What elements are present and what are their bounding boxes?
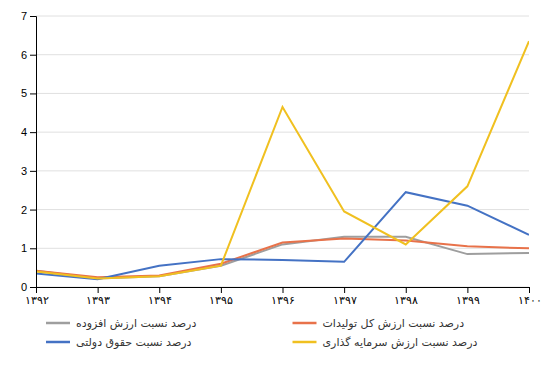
x-tick-label: ۱۴۰۰	[518, 294, 542, 306]
grid-line	[36, 93, 529, 94]
y-tick: 2	[21, 204, 36, 216]
x-tick: ۱۳۹۴	[148, 287, 172, 306]
x-tick-mark	[529, 287, 530, 293]
legend-swatch	[293, 322, 317, 325]
y-tick: 7	[21, 10, 36, 22]
x-tick: ۱۴۰۰	[518, 287, 542, 306]
grid-line	[36, 16, 529, 17]
y-tick-label: 3	[21, 165, 27, 177]
x-axis: ۱۳۹۲ ۱۳۹۳ ۱۳۹۴ ۱۳۹۵ ۱۳۹۶ ۱۳۹۷ ۱۳۹۸ ۱۳۹۹ ۱۴۰۰	[25, 287, 542, 306]
y-tick-label: 6	[21, 49, 27, 61]
legend-item: درصد نسبت ارزش سرمایه گذاری	[293, 336, 478, 349]
y-tick: 1	[21, 242, 36, 254]
y-tick: 5	[21, 87, 36, 99]
legend-swatch	[46, 322, 70, 325]
y-tick-label: 0	[21, 281, 27, 293]
x-tick-label: ۱۳۹۳	[86, 294, 110, 306]
x-tick-mark	[159, 287, 160, 293]
x-tick-label: ۱۳۹۷	[333, 294, 357, 306]
x-tick-label: ۱۳۹۵	[209, 294, 233, 306]
x-tick-mark	[98, 287, 99, 293]
legend: درصد نسبت ارزش افزوده درصد نسبت ارزش کل ت…	[46, 317, 477, 349]
grid-line	[36, 170, 529, 171]
legend-item: درصد نسبت حقوق دولتی	[46, 336, 192, 349]
y-axis: 0 1 2 3 4 5 6 7	[21, 10, 37, 293]
y-tick-label: 4	[21, 126, 27, 138]
y-tick-mark	[30, 16, 36, 17]
x-tick: ۱۳۹۷	[333, 287, 357, 306]
legend-item: درصد نسبت ارزش کل تولیدات	[293, 317, 465, 330]
y-tick-mark	[30, 210, 36, 211]
legend-label: درصد نسبت حقوق دولتی	[76, 336, 192, 349]
x-tick-label: ۱۳۹۲	[25, 294, 49, 306]
y-tick: 3	[21, 165, 36, 177]
y-tick-mark	[30, 171, 36, 172]
legend-item: درصد نسبت ارزش افزوده	[46, 317, 196, 330]
y-tick-mark	[30, 55, 36, 56]
x-axis-line	[37, 288, 530, 294]
x-tick: ۱۳۹۸	[394, 287, 418, 306]
chart-container: ۱۳۹۲ ۱۳۹۳ ۱۳۹۴ ۱۳۹۵ ۱۳۹۶ ۱۳۹۷ ۱۳۹۸ ۱۳۹۹ ۱۴۰۰ 0 1 2 3…	[0, 0, 553, 365]
y-tick-label: 7	[21, 10, 27, 22]
grid-line	[36, 248, 529, 249]
legend-label: درصد نسبت ارزش کل تولیدات	[323, 317, 465, 330]
grid	[36, 16, 529, 287]
lines	[36, 41, 529, 279]
y-tick: 0	[21, 281, 36, 293]
series-line	[36, 41, 529, 278]
legend-label: درصد نسبت ارزش سرمایه گذاری	[323, 336, 478, 349]
y-tick-label: 5	[21, 87, 27, 99]
legend-label: درصد نسبت ارزش افزوده	[76, 317, 196, 330]
x-tick-mark	[467, 287, 468, 293]
x-tick-label: ۱۳۹۶	[271, 294, 295, 306]
y-tick-mark	[30, 248, 36, 249]
legend-swatch	[293, 341, 317, 344]
x-tick: ۱۳۹۲	[25, 287, 49, 306]
x-tick: ۱۳۹۳	[86, 287, 110, 306]
grid-line	[36, 54, 529, 55]
x-tick-label: ۱۳۹۸	[394, 294, 418, 306]
y-tick-mark	[30, 287, 36, 288]
y-tick-mark	[30, 93, 36, 94]
series-line	[36, 192, 529, 279]
x-tick-label: ۱۳۹۴	[148, 294, 172, 306]
x-tick-mark	[221, 287, 222, 293]
x-tick-mark	[406, 287, 407, 293]
y-axis-line	[30, 17, 37, 288]
x-tick-mark	[283, 287, 284, 293]
x-tick-mark	[344, 287, 345, 293]
x-tick: ۱۳۹۵	[209, 287, 233, 306]
chart: ۱۳۹۲ ۱۳۹۳ ۱۳۹۴ ۱۳۹۵ ۱۳۹۶ ۱۳۹۷ ۱۳۹۸ ۱۳۹۹ ۱۴۰۰ 0 1 2 3…	[0, 0, 553, 365]
y-tick: 4	[21, 126, 36, 138]
x-tick-label: ۱۳۹۹	[456, 294, 480, 306]
plot: ۱۳۹۲ ۱۳۹۳ ۱۳۹۴ ۱۳۹۵ ۱۳۹۶ ۱۳۹۷ ۱۳۹۸ ۱۳۹۹ ۱۴۰۰ 0 1 2 3…	[21, 10, 542, 306]
y-tick-label: 2	[21, 204, 27, 216]
y-tick: 6	[21, 49, 36, 61]
grid-line	[36, 209, 529, 210]
series-line	[36, 239, 529, 278]
x-tick: ۱۳۹۶	[271, 287, 295, 306]
y-tick-label: 1	[21, 242, 27, 254]
grid-line	[36, 132, 529, 133]
y-tick-mark	[30, 132, 36, 133]
x-tick: ۱۳۹۹	[456, 287, 480, 306]
legend-swatch	[46, 341, 70, 344]
series-line	[36, 237, 529, 279]
